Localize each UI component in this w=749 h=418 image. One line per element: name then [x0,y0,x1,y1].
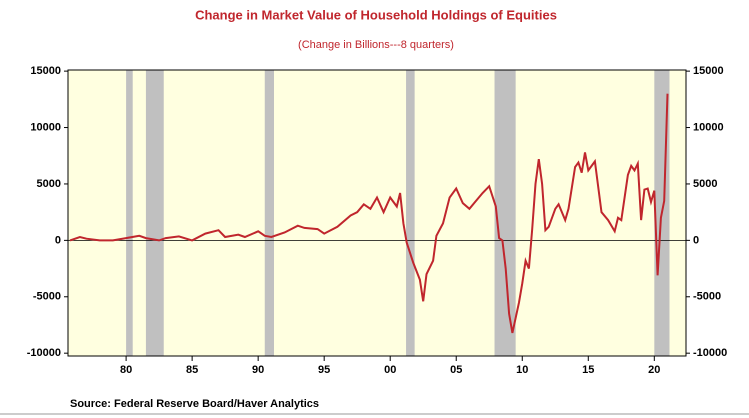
x-tick-label: 95 [318,364,330,376]
y2-tick-label: 5000 [693,178,717,190]
x-tick-label: 20 [648,364,660,376]
recession-band [494,70,516,356]
y-tick-label: -5000 [33,291,61,303]
y2-tick-label: 10000 [693,121,724,133]
recession-band [264,70,274,356]
recession-band [406,70,415,356]
y2-tick-label: -5000 [693,291,721,303]
x-tick-label: 00 [384,364,396,376]
x-tick-label: 80 [120,364,132,376]
x-tick-label: 05 [450,364,462,376]
y-tick-label: 0 [55,234,61,246]
y2-tick-label: 0 [693,234,699,246]
y-tick-label: -10000 [27,347,61,359]
recession-band [145,70,164,356]
y-tick-label: 5000 [37,178,61,190]
y2-tick-label: 15000 [693,65,724,77]
chart-title: Change in Market Value of Household Hold… [195,7,557,22]
x-tick-label: 10 [516,364,528,376]
y2-tick-label: -10000 [693,347,727,359]
source: Source: Federal Reserve Board/Haver Anal… [70,398,319,410]
x-tick-label: 85 [186,364,198,376]
plot-area [68,70,686,356]
y-tick-label: 10000 [30,121,61,133]
y-tick-label: 15000 [30,65,61,77]
chart-subtitle: (Change in Billions---8 quarters) [298,39,454,51]
recession-band [126,70,133,356]
x-tick-label: 90 [252,364,264,376]
data-line [69,93,669,334]
plot-frame [67,69,687,357]
x-tick-label: 15 [582,364,594,376]
